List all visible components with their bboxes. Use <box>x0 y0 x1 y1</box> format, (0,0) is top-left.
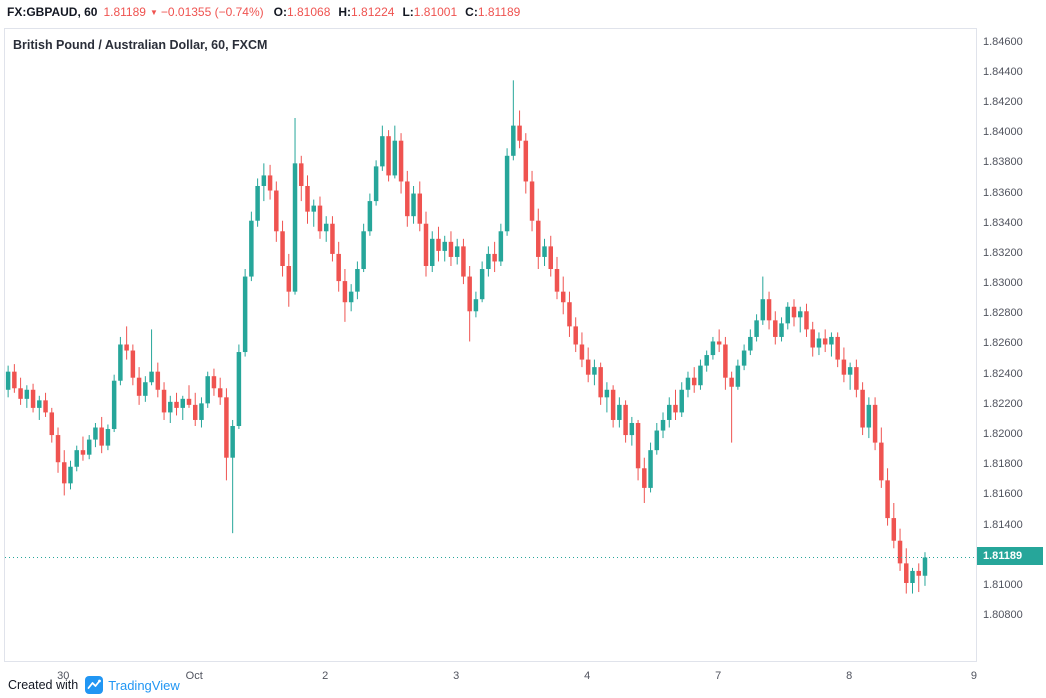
last-price-badge: 1.81189 <box>977 547 1043 566</box>
price-axis-label: 1.82400 <box>983 367 1023 380</box>
high-value: 1.81224 <box>351 5 395 19</box>
price-axis-label: 1.84600 <box>983 35 1023 48</box>
price-axis-label: 1.82600 <box>983 337 1023 350</box>
symbol-info-bar: FX:GBPAUD, 60 1.81189 ▼ −0.01355 (−0.74%… <box>0 0 1046 24</box>
low-value: 1.81001 <box>413 5 458 19</box>
time-axis-label: 3 <box>453 670 460 682</box>
time-axis-label: 2 <box>322 670 329 682</box>
ohlc-readout: O:1.81068 H:1.81224 L:1.81001 C:1.81189 <box>274 5 529 19</box>
price-axis-label: 1.83800 <box>983 156 1023 169</box>
price-axis-label: 1.83000 <box>983 277 1023 290</box>
symbol-title[interactable]: FX:GBPAUD, 60 <box>7 5 98 19</box>
price-axis-label: 1.82800 <box>983 307 1023 320</box>
price-axis-label: 1.82000 <box>983 428 1023 441</box>
time-axis[interactable]: 30 Oct 2 3 4 7 8 9 <box>0 664 977 686</box>
attribution: Created with TradingView <box>8 675 180 695</box>
price-axis-label: 1.84200 <box>983 95 1023 108</box>
chart-area: British Pound / Australian Dollar, 60, F… <box>0 24 1046 698</box>
price-axis-label: 1.81000 <box>983 579 1023 591</box>
price-axis-label: 1.83400 <box>983 216 1023 229</box>
price-axis-label: 1.84000 <box>983 126 1023 139</box>
price-axis-label: 1.81800 <box>983 458 1023 471</box>
open-value: 1.81068 <box>286 5 331 19</box>
price-axis-label: 1.83200 <box>983 246 1023 259</box>
price-axis-label: 1.81400 <box>983 518 1023 531</box>
price-axis-label: 1.84400 <box>983 65 1023 78</box>
price-change: −0.01355 (−0.74%) <box>160 5 264 19</box>
low-readout: L:1.81001 <box>402 5 457 19</box>
high-readout: H:1.81224 <box>338 5 394 19</box>
price-axis-label: 1.81600 <box>983 488 1023 501</box>
created-with-text: Created with <box>8 678 79 692</box>
tradingview-logo-icon[interactable] <box>85 676 104 694</box>
time-axis-label: 30 <box>57 670 70 682</box>
open-readout: O:1.81068 <box>274 5 331 19</box>
tradingview-brand[interactable]: TradingView <box>108 677 180 693</box>
time-axis-label: Oct <box>185 670 203 682</box>
price-axis-label: 1.80800 <box>983 609 1023 622</box>
close-readout: C:1.81189 <box>465 5 520 19</box>
open-label: O: <box>273 5 287 19</box>
low-label: L: <box>402 5 414 19</box>
candlestick-plot[interactable] <box>4 28 977 662</box>
price-axis-label: 1.82200 <box>983 397 1023 410</box>
close-label: C: <box>465 5 478 19</box>
time-axis-label: 9 <box>970 670 977 682</box>
price-axis[interactable]: 1.84600 1.84400 1.84200 1.84000 1.83800 1.836… <box>977 24 1046 698</box>
price-axis-label: 1.83600 <box>983 186 1023 199</box>
chart-legend: British Pound / Australian Dollar, 60, F… <box>13 38 268 52</box>
high-label: H: <box>338 5 352 19</box>
down-arrow-icon: ▼ <box>149 7 158 17</box>
time-axis-label: 7 <box>715 670 722 682</box>
last-price: 1.81189 <box>103 5 146 19</box>
time-axis-label: 4 <box>584 670 591 682</box>
close-value: 1.81189 <box>477 5 521 19</box>
time-axis-label: 8 <box>846 670 853 682</box>
